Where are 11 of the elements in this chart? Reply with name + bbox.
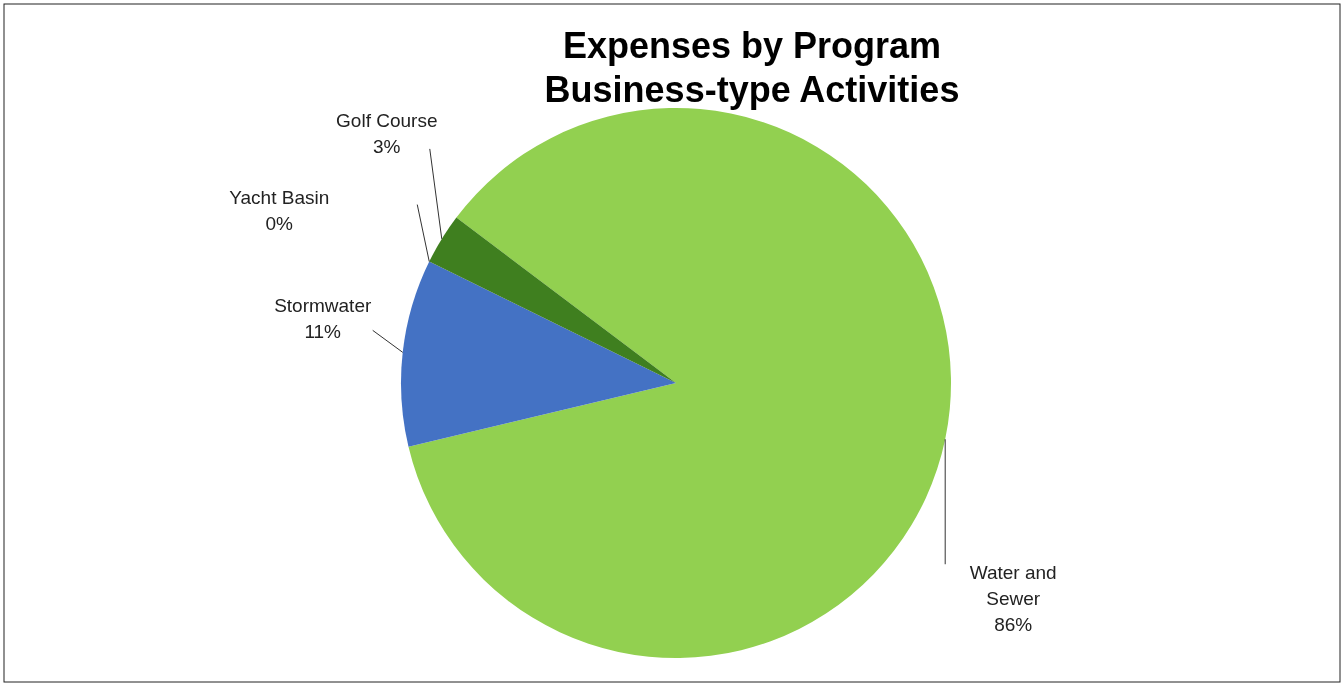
- slice-label: Water and Sewer: [969, 562, 1057, 610]
- slice-label: Stormwater: [274, 295, 372, 317]
- slice-label: Golf Course: [336, 109, 438, 131]
- category-label: Yacht Basin: [229, 186, 330, 208]
- chart-title: Expenses by Program Business-type Activities: [544, 25, 960, 110]
- text: 0%: [265, 212, 293, 234]
- pie-slice: [401, 261, 676, 447]
- data-label: 11%: [304, 321, 342, 343]
- data-label: 86%: [994, 614, 1033, 636]
- pie-slice: [429, 217, 676, 383]
- data-label: 3%: [373, 135, 401, 157]
